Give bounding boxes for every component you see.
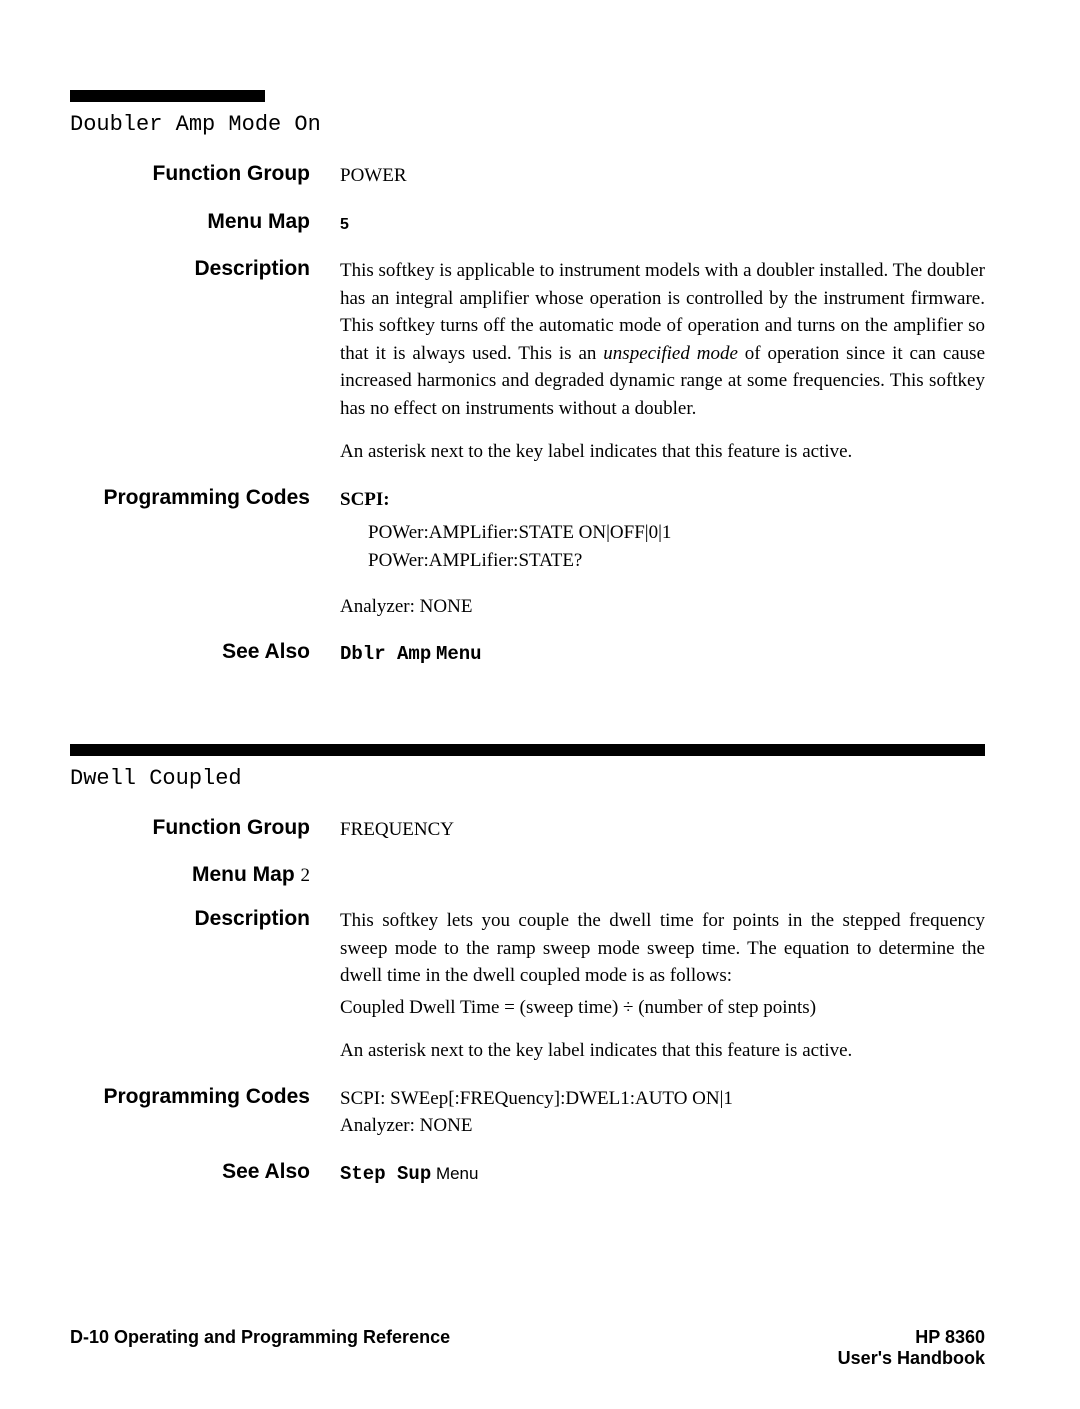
analyzer-2: Analyzer: NONE <box>340 1112 985 1140</box>
label-function-group-1: Function Group <box>70 162 340 190</box>
row-function-group-1: Function Group POWER <box>70 162 985 190</box>
row-programming-codes-1: Programming Codes SCPI: POWer:AMPLifier:… <box>70 486 985 620</box>
section-2-title: Dwell Coupled <box>70 766 985 791</box>
section-2-bar <box>70 744 985 756</box>
row-menu-map-2: Menu Map 2 <box>70 863 985 887</box>
label-menu-map-2: Menu Map 2 <box>70 863 340 887</box>
desc1-para2: An asterisk next to the key label indica… <box>340 438 985 466</box>
desc2-para2: Coupled Dwell Time = (sweep time) ÷ (num… <box>340 994 985 1022</box>
label-menu-map-1: Menu Map <box>70 210 340 238</box>
row-description-2: Description This softkey lets you couple… <box>70 907 985 1065</box>
scpi-line1-1: POWer:AMPLifier:STATE ON|OFF|0|1 <box>368 519 985 547</box>
see-also-bold-2: Step Sup <box>340 1163 431 1185</box>
footer-left: D-10 Operating and Programming Reference <box>70 1327 450 1369</box>
value-programming-codes-1: SCPI: POWer:AMPLifier:STATE ON|OFF|0|1 P… <box>340 486 985 620</box>
value-see-also-1: Dblr Amp Menu <box>340 640 985 669</box>
label-programming-codes-1: Programming Codes <box>70 486 340 620</box>
desc1-text-italic: unspecified mode <box>603 343 738 364</box>
scpi-2: SCPI: SWEep[:FREQuency]:DWEL1:AUTO ON|1 <box>340 1085 985 1113</box>
page-footer: D-10 Operating and Programming Reference… <box>70 1327 985 1369</box>
analyzer-1: Analyzer: NONE <box>340 593 985 621</box>
see-also-rest-1: Menu <box>436 643 482 665</box>
row-menu-map-1: Menu Map 5 <box>70 210 985 238</box>
footer-right-line2: User's Handbook <box>838 1348 985 1369</box>
value-see-also-2: Step Sup Menu <box>340 1160 985 1189</box>
scpi-label-1: SCPI: <box>340 486 985 514</box>
desc2-para1: This softkey lets you couple the dwell t… <box>340 907 985 990</box>
label-description-1: Description <box>70 257 340 466</box>
scpi-line2-1: POWer:AMPLifier:STATE? <box>368 547 985 575</box>
value-menu-map-2 <box>340 863 985 887</box>
label-programming-codes-2: Programming Codes <box>70 1085 340 1140</box>
see-also-bold-1: Dblr Amp <box>340 643 431 665</box>
footer-left-bold: D-10 <box>70 1327 109 1347</box>
value-description-1: This softkey is applicable to instrument… <box>340 257 985 466</box>
label-see-also-1: See Also <box>70 640 340 669</box>
row-see-also-1: See Also Dblr Amp Menu <box>70 640 985 669</box>
row-programming-codes-2: Programming Codes SCPI: SWEep[:FREQuency… <box>70 1085 985 1140</box>
label-function-group-2: Function Group <box>70 816 340 844</box>
value-programming-codes-2: SCPI: SWEep[:FREQuency]:DWEL1:AUTO ON|1 … <box>340 1085 985 1140</box>
row-description-1: Description This softkey is applicable t… <box>70 257 985 466</box>
section-1-title: Doubler Amp Mode On <box>70 112 985 137</box>
label-see-also-2: See Also <box>70 1160 340 1189</box>
label-description-2: Description <box>70 907 340 1065</box>
value-function-group-2: FREQUENCY <box>340 816 985 844</box>
value-function-group-1: POWER <box>340 162 985 190</box>
value-description-2: This softkey lets you couple the dwell t… <box>340 907 985 1065</box>
value-menu-map-1: 5 <box>340 210 985 238</box>
see-also-rest-2: Menu <box>431 1164 478 1183</box>
footer-right-line1: HP 8360 <box>838 1327 985 1348</box>
row-see-also-2: See Also Step Sup Menu <box>70 1160 985 1189</box>
desc2-para3: An asterisk next to the key label indica… <box>340 1037 985 1065</box>
footer-right: HP 8360 User's Handbook <box>838 1327 985 1369</box>
row-function-group-2: Function Group FREQUENCY <box>70 816 985 844</box>
section-1-bar <box>70 90 265 102</box>
footer-left-rest: Operating and Programming Reference <box>109 1327 450 1347</box>
